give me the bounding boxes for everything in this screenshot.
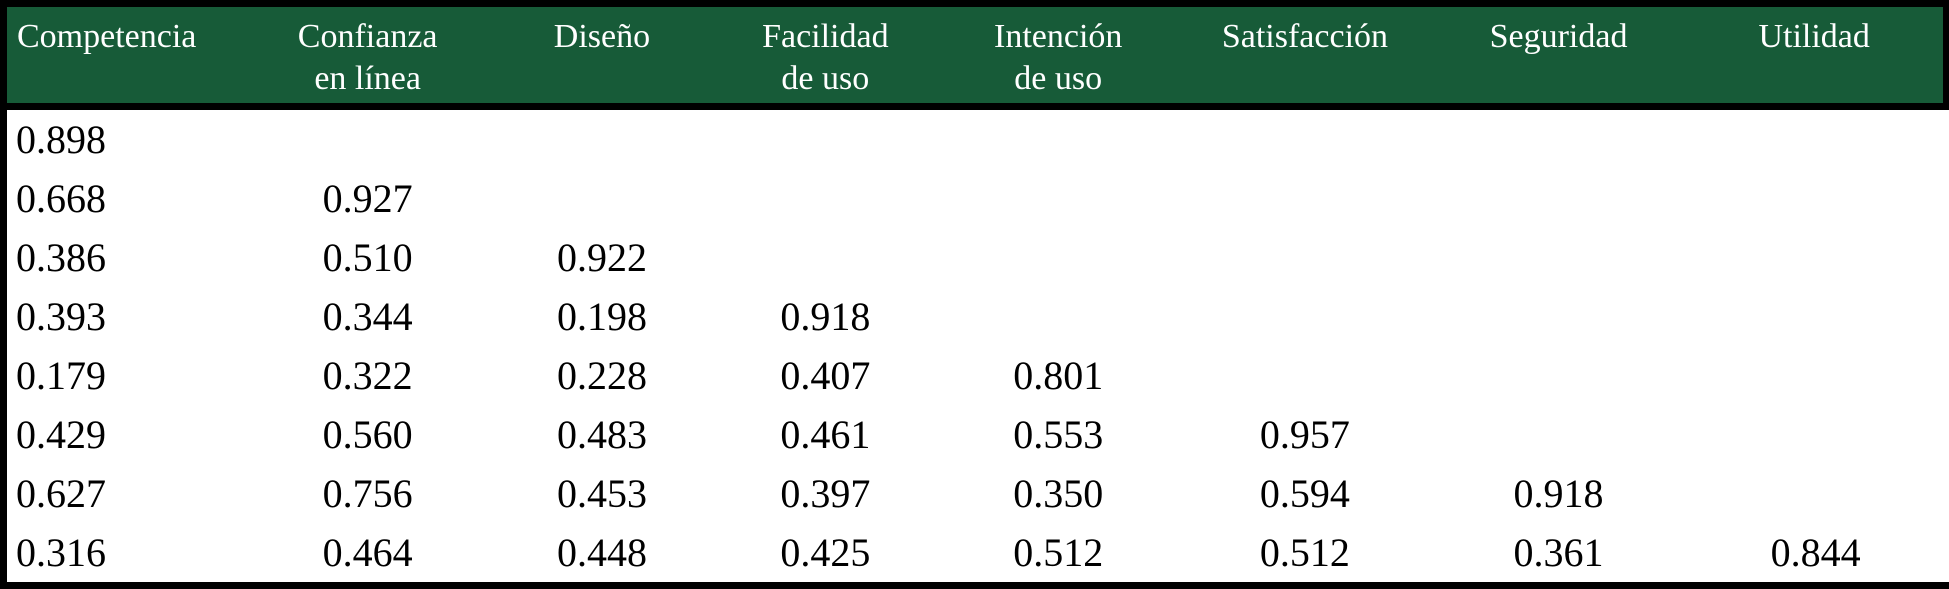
matrix-cell-r6c4: 0.461 <box>780 412 871 457</box>
matrix-cell-r2c5 <box>938 169 1178 228</box>
col-header-line: Competencia <box>17 18 197 55</box>
matrix-cell-r8c3: 0.448 <box>556 530 647 575</box>
matrix-cell-r5c1: 0.179 <box>16 353 106 398</box>
matrix-row-3: 0.386 0.510 0.922 <box>7 228 1946 287</box>
col-header-line: Seguridad <box>1489 18 1628 55</box>
col-header-line: Satisfacción <box>1221 18 1389 55</box>
matrix-cell-r1c7 <box>1432 107 1686 170</box>
matrix-cell-r1c5 <box>938 107 1178 170</box>
matrix-cell-r7c2: 0.756 <box>322 471 413 516</box>
matrix-row-2: 0.668 0.927 <box>7 169 1946 228</box>
col-header-line: de uso <box>1014 60 1103 97</box>
matrix-cell-r8c1: 0.316 <box>16 530 106 575</box>
matrix-cell-r7c8 <box>1685 464 1946 523</box>
col-header-line: Intención <box>994 18 1123 55</box>
matrix-cell-r1c8 <box>1685 107 1946 170</box>
matrix-cell-r6c7 <box>1432 405 1686 464</box>
matrix-row-1: 0.898 <box>7 107 1946 170</box>
matrix-cell-r8c8: 0.844 <box>1770 530 1861 575</box>
matrix-cell-r5c7 <box>1432 346 1686 405</box>
matrix-cell-r3c3: 0.922 <box>556 235 647 280</box>
matrix-cell-r4c8 <box>1685 287 1946 346</box>
matrix-cell-r2c4 <box>712 169 938 228</box>
matrix-cell-r5c8 <box>1685 346 1946 405</box>
matrix-cell-r5c6 <box>1178 346 1432 405</box>
matrix-cell-r6c2: 0.560 <box>322 412 413 457</box>
table-header: Competencia Confianza en línea Diseño Facili… <box>7 0 1949 110</box>
col-header-line: Confianza <box>297 18 438 55</box>
matrix-cell-r2c3 <box>492 169 713 228</box>
matrix-cell-r3c2: 0.510 <box>322 235 413 280</box>
col-header-line: en línea <box>314 60 421 97</box>
matrix-cell-r1c4 <box>712 107 938 170</box>
matrix-cell-r4c4: 0.918 <box>780 294 871 339</box>
matrix-row-5: 0.179 0.322 0.228 0.407 0.801 <box>7 346 1946 405</box>
matrix-cell-r2c7 <box>1432 169 1686 228</box>
col-header-line: Facilidad <box>762 18 889 55</box>
matrix-cell-r3c5 <box>938 228 1178 287</box>
matrix-cell-r3c8 <box>1685 228 1946 287</box>
matrix-cell-r3c7 <box>1432 228 1686 287</box>
matrix-body: 0.898 0.668 0.927 0.386 0.510 0.922 0.393 0.344… <box>7 107 1946 583</box>
matrix-cell-r2c2: 0.927 <box>322 176 413 221</box>
matrix-cell-r4c2: 0.344 <box>322 294 413 339</box>
matrix-cell-r7c5: 0.350 <box>1013 471 1104 516</box>
matrix-row-4: 0.393 0.344 0.198 0.918 <box>7 287 1946 346</box>
matrix-cell-r4c6 <box>1178 287 1432 346</box>
matrix-cell-r1c6 <box>1178 107 1432 170</box>
matrix-cell-r6c6: 0.957 <box>1259 412 1350 457</box>
header-row: Competencia Confianza en línea Diseño Facili… <box>7 0 1949 110</box>
matrix-cell-r6c8 <box>1685 405 1946 464</box>
matrix-cell-r6c3: 0.483 <box>556 412 647 457</box>
matrix-cell-r8c5: 0.512 <box>1013 530 1104 575</box>
matrix-cell-r1c2 <box>244 107 492 170</box>
matrix-cell-r4c3: 0.198 <box>556 294 647 339</box>
matrix-cell-r3c1: 0.386 <box>16 235 106 280</box>
matrix-cell-r7c3: 0.453 <box>556 471 647 516</box>
matrix-cell-r4c7 <box>1432 287 1686 346</box>
matrix-cell-r3c4 <box>712 228 938 287</box>
col-header-6: Satisfacción <box>1178 0 1432 110</box>
matrix-cell-r2c8 <box>1685 169 1946 228</box>
matrix-cell-r1c1: 0.898 <box>16 117 106 162</box>
matrix-row-8: 0.316 0.464 0.448 0.425 0.512 0.512 0.361 0.844 <box>7 523 1946 582</box>
matrix-row-6: 0.429 0.560 0.483 0.461 0.553 0.957 <box>7 405 1946 464</box>
matrix-cell-r8c7: 0.361 <box>1513 530 1604 575</box>
col-header-2: Confianza en línea <box>243 0 492 110</box>
col-header-4: Facilidad de uso <box>712 0 939 110</box>
matrix-cell-r5c4: 0.407 <box>780 353 871 398</box>
matrix-cell-r5c2: 0.322 <box>322 353 413 398</box>
matrix-cell-r6c5: 0.553 <box>1013 412 1104 457</box>
matrix-cell-r2c1: 0.668 <box>16 176 106 221</box>
col-header-line: Utilidad <box>1758 18 1870 55</box>
matrix-cell-r5c3: 0.228 <box>556 353 647 398</box>
col-header-7: Seguridad <box>1431 0 1686 110</box>
matrix-cell-r8c6: 0.512 <box>1259 530 1350 575</box>
col-header-1: Competencia <box>7 0 244 110</box>
col-header-line: de uso <box>781 60 870 97</box>
matrix-cell-r7c7: 0.918 <box>1513 471 1604 516</box>
col-header-line: Diseño <box>553 18 651 55</box>
matrix-cell-r4c5 <box>938 287 1178 346</box>
correlation-table: Competencia Confianza en línea Diseño Facili… <box>7 0 1949 582</box>
matrix-cell-r2c6 <box>1178 169 1432 228</box>
matrix-cell-r8c2: 0.464 <box>322 530 413 575</box>
matrix-cell-r5c5: 0.801 <box>1013 353 1104 398</box>
col-header-8: Utilidad <box>1685 0 1949 110</box>
matrix-cell-r7c1: 0.627 <box>16 471 106 516</box>
matrix-cell-r8c4: 0.425 <box>780 530 871 575</box>
bottom-border-rule <box>7 582 1949 589</box>
matrix-cell-r4c1: 0.393 <box>16 294 106 339</box>
matrix-cell-r7c6: 0.594 <box>1259 471 1350 516</box>
matrix-cell-r3c6 <box>1178 228 1432 287</box>
col-header-3: Diseño <box>491 0 713 110</box>
matrix-cell-r6c1: 0.429 <box>16 412 106 457</box>
col-header-5: Intención de uso <box>938 0 1179 110</box>
matrix-cell-r7c4: 0.397 <box>780 471 871 516</box>
matrix-cell-r1c3 <box>492 107 713 170</box>
matrix-row-7: 0.627 0.756 0.453 0.397 0.350 0.594 0.918 <box>7 464 1946 523</box>
